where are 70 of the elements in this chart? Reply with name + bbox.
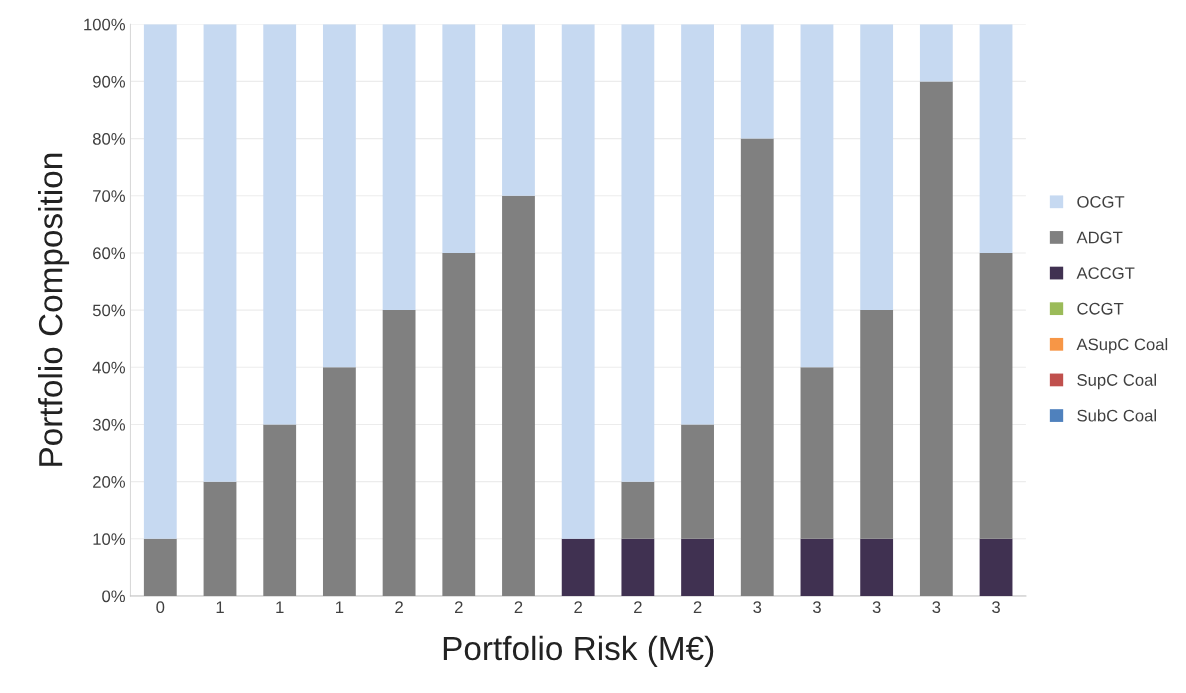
bar <box>860 310 894 539</box>
legend-label: ADGT <box>1076 231 1123 244</box>
y-tick-label: 10% <box>93 533 126 546</box>
bar <box>740 138 774 596</box>
bar <box>203 24 237 482</box>
bar <box>561 24 595 539</box>
x-tick-label: 3 <box>753 601 762 614</box>
legend-label: ACCGT <box>1076 267 1135 280</box>
bar <box>979 24 1013 253</box>
x-tick-label: 2 <box>634 601 642 613</box>
x-tick-label: 2 <box>454 601 463 613</box>
x-tick-label: 2 <box>514 601 523 613</box>
y-tick-label: 80% <box>92 133 126 145</box>
x-tick-label: 3 <box>992 601 1000 614</box>
bar <box>322 24 356 368</box>
bar <box>382 24 416 311</box>
bar <box>382 310 416 596</box>
bar <box>621 24 655 482</box>
bar <box>621 538 655 596</box>
x-tick-label: 2 <box>693 601 702 613</box>
bar <box>860 538 894 596</box>
y-tick-label: 60% <box>93 247 126 260</box>
x-tick-label: 2 <box>395 601 403 613</box>
bar <box>979 538 1013 596</box>
bar <box>681 24 714 425</box>
bar <box>919 24 953 82</box>
legend-label: CCGT <box>1077 302 1124 315</box>
y-tick-label: 70% <box>93 190 126 202</box>
bar <box>263 24 297 425</box>
y-tick-label: 100% <box>84 18 126 31</box>
x-axis-title: Portfolio Risk (M€) <box>443 635 714 667</box>
bar <box>621 481 655 539</box>
x-tick-label: 3 <box>812 601 821 614</box>
bar <box>442 252 476 596</box>
legend-label: OCGT <box>1077 195 1125 208</box>
y-tick-label: 40% <box>92 361 126 374</box>
x-tick-label: 1 <box>216 601 224 613</box>
bar <box>800 24 834 368</box>
bar <box>442 24 476 253</box>
bar <box>979 252 1013 539</box>
bar <box>681 424 714 539</box>
bar <box>860 24 894 311</box>
bar <box>561 538 595 596</box>
bar <box>143 538 177 596</box>
bar <box>919 81 953 596</box>
x-tick-label: 3 <box>932 601 941 614</box>
x-tick-label: 1 <box>336 601 344 613</box>
y-tick-label: 20% <box>93 476 126 488</box>
legend-label: ASupC Coal <box>1076 338 1168 354</box>
legend-label: SupC Coal <box>1077 373 1156 390</box>
y-axis-title: Portfolio Composition <box>38 153 70 466</box>
bar <box>740 24 774 139</box>
bar <box>800 538 834 596</box>
x-tick-label: 0 <box>156 601 165 614</box>
bar <box>263 424 297 596</box>
bar <box>322 367 356 596</box>
bar <box>502 24 535 196</box>
x-tick-label: 1 <box>276 601 284 613</box>
bar <box>681 538 714 596</box>
bar <box>143 24 177 539</box>
bar <box>502 195 535 596</box>
y-tick-label: 30% <box>92 418 126 431</box>
x-tick-label: 3 <box>872 601 881 614</box>
x-tick-label: 2 <box>574 601 582 613</box>
y-tick-label: 90% <box>93 75 126 88</box>
bar <box>203 481 237 596</box>
y-tick-label: 0% <box>102 590 126 603</box>
legend-label: SubC Coal <box>1077 409 1156 422</box>
bar <box>800 367 834 539</box>
y-tick-label: 50% <box>92 304 126 317</box>
